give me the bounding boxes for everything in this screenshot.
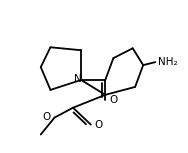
Text: O: O xyxy=(109,95,117,105)
Text: O: O xyxy=(42,112,51,122)
Text: O: O xyxy=(95,119,103,130)
Text: N: N xyxy=(74,74,82,84)
Text: NH₂: NH₂ xyxy=(158,57,177,67)
